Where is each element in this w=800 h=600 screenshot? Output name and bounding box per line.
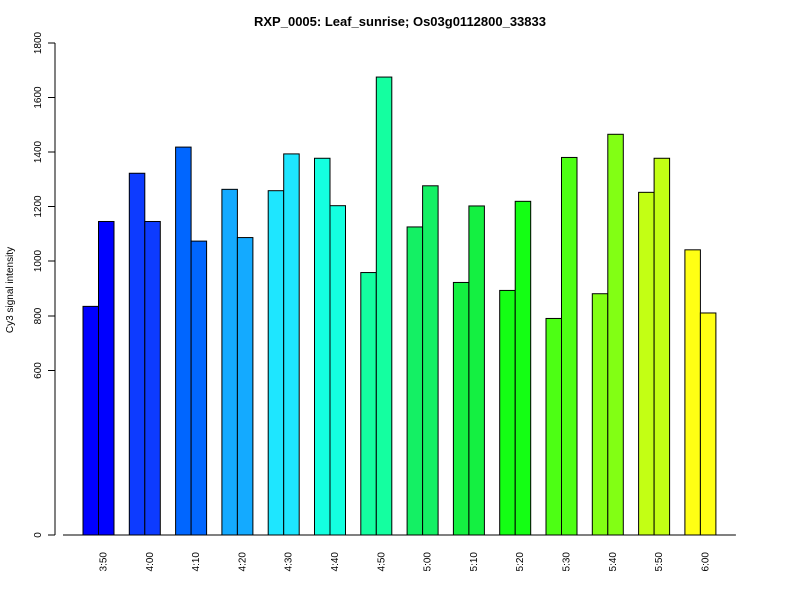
bar [82,305,99,536]
x-tick-label: 4:30 [284,552,295,572]
bar [545,317,562,536]
x-tick-label: 5:50 [654,552,665,572]
bar [406,226,424,536]
bar [375,76,393,536]
y-tick-label: 1800 [33,31,44,54]
bar [283,153,300,536]
y-tick-label: 0 [33,532,44,538]
x-tick-label: 6:00 [700,552,711,572]
bar [514,200,532,536]
y-tick-label: 1600 [33,86,44,109]
x-tick-label: 4:00 [145,552,156,572]
bar [499,289,516,536]
bar [236,237,254,536]
x-tick-label: 4:10 [191,552,202,572]
y-tick-label: 800 [33,307,44,324]
x-tick-label: 5:20 [515,552,526,572]
bar [221,188,238,536]
bar [128,172,146,536]
bar [591,293,609,536]
x-tick-label: 5:30 [562,552,573,572]
y-axis: 0 600 800 1000 1200 1400 1600 1800 [33,31,56,538]
bar [653,157,671,536]
y-axis-title: Cy3 signal intensity [5,247,16,333]
bar [314,157,331,536]
bar [561,156,578,536]
y-tick-label: 600 [33,362,44,379]
x-tick-label: 5:10 [469,552,480,572]
bar [267,190,285,536]
x-tick-label: 4:20 [237,552,248,572]
bar [329,205,346,536]
y-tick-label: 1200 [33,195,44,218]
x-tick-label: 4:40 [330,552,341,572]
bar [468,205,485,536]
x-axis-labels: 3:50 4:00 4:10 4:20 4:30 4:40 4:50 5:00 5:10 5:20… [99,552,712,572]
bar [190,240,208,536]
bar [684,249,701,536]
bar [638,191,655,536]
bar [98,220,115,536]
bar [422,185,439,536]
bar [607,133,624,536]
x-tick-label: 5:00 [423,552,434,572]
bar [360,272,377,536]
x-tick-label: 3:50 [99,552,110,572]
x-tick-label: 5:40 [608,552,619,572]
chart-title: RXP_0005: Leaf_sunrise; Os03g0112800_338… [254,14,546,29]
bar [175,146,192,536]
x-tick-label: 4:50 [376,552,387,572]
bar [452,281,470,536]
y-tick-label: 1400 [33,140,44,163]
bar [699,312,717,536]
bars [63,76,736,536]
y-tick-label: 1000 [33,249,44,272]
bar [144,220,161,536]
